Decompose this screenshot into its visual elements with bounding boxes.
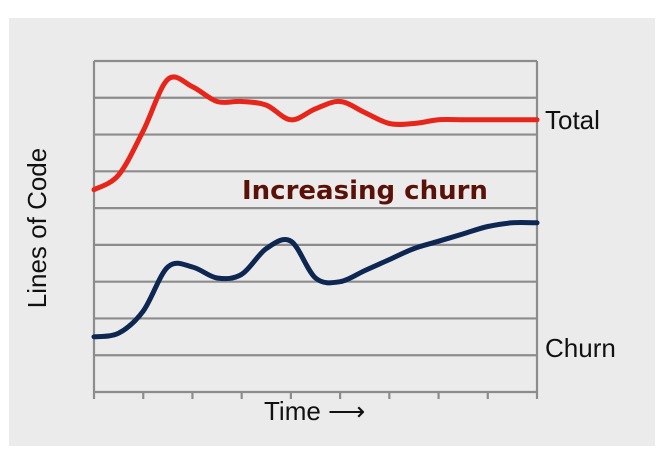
y-axis-label: Lines of Code bbox=[22, 148, 52, 308]
grid-lines bbox=[94, 59, 537, 394]
series-label-total: Total bbox=[545, 105, 600, 135]
series-labels: Total Churn bbox=[545, 105, 616, 363]
chart-background bbox=[9, 18, 655, 446]
series-lines bbox=[91, 74, 540, 340]
series-line-churn bbox=[91, 220, 540, 340]
annotation-increasing-churn: Increasing churn bbox=[242, 176, 488, 206]
series-label-churn: Churn bbox=[545, 333, 616, 363]
x-axis-label: Time ⟶ bbox=[264, 396, 365, 426]
series-line-total bbox=[91, 74, 540, 193]
